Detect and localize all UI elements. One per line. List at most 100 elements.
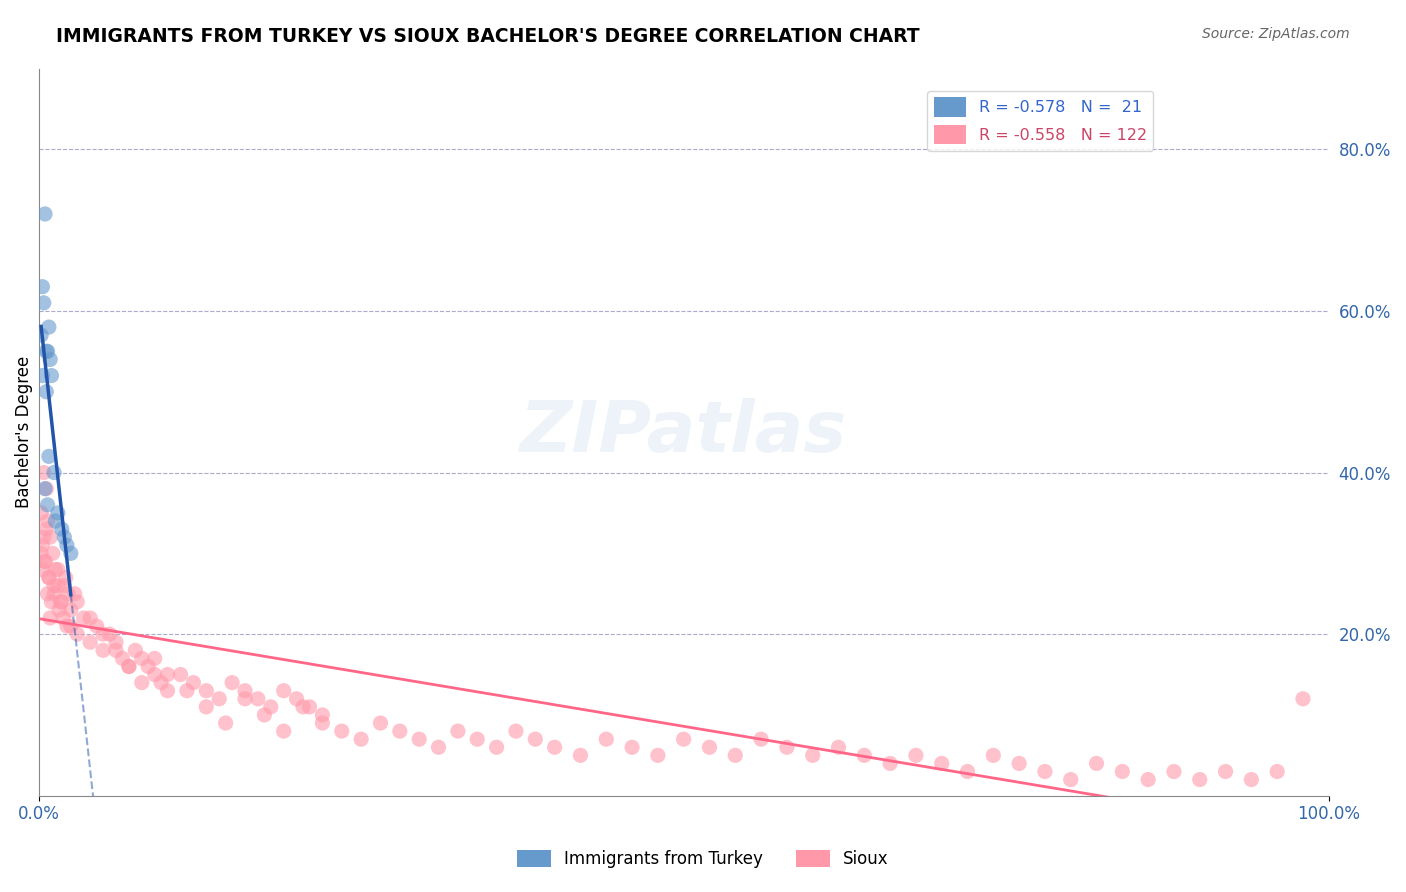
Point [35, 482, 58, 496]
Point [388, 724, 411, 739]
Point [169, 667, 191, 681]
Point [208, 691, 231, 706]
Point [253, 708, 276, 723]
Point [79, 611, 101, 625]
Point [330, 724, 353, 739]
Point [73, 611, 96, 625]
Point [543, 740, 565, 755]
Point [176, 683, 198, 698]
Point [273, 724, 295, 739]
Point [143, 651, 166, 665]
Point [131, 675, 153, 690]
Point [59, 546, 82, 560]
Point [904, 748, 927, 763]
Point [1033, 764, 1056, 779]
Point [647, 748, 669, 763]
Point [246, 691, 269, 706]
Point [214, 716, 236, 731]
Text: ZIPatlas: ZIPatlas [520, 398, 848, 467]
Point [104, 643, 127, 657]
Point [260, 699, 283, 714]
Point [370, 716, 392, 731]
Point [31, 562, 53, 576]
Point [34, 554, 56, 568]
Point [46, 579, 69, 593]
Point [408, 732, 430, 747]
Point [32, 466, 55, 480]
Point [34, 482, 56, 496]
Point [86, 619, 108, 633]
Point [195, 683, 218, 698]
Point [524, 732, 547, 747]
Point [956, 764, 979, 779]
Point [66, 595, 89, 609]
Point [1060, 772, 1083, 787]
Point [79, 635, 101, 649]
Point [38, 571, 60, 585]
Point [63, 587, 86, 601]
Point [233, 683, 256, 698]
Point [776, 740, 799, 755]
Point [447, 724, 470, 739]
Point [56, 619, 79, 633]
Point [124, 643, 146, 657]
Point [56, 538, 79, 552]
Point [273, 683, 295, 698]
Point [38, 571, 60, 585]
Point [52, 611, 75, 625]
Point [35, 384, 58, 399]
Point [724, 748, 747, 763]
Point [1163, 764, 1185, 779]
Point [51, 522, 73, 536]
Point [48, 603, 70, 617]
Point [66, 627, 89, 641]
Point [51, 595, 73, 609]
Point [672, 732, 695, 747]
Point [118, 659, 141, 673]
Point [183, 675, 205, 690]
Point [1008, 756, 1031, 771]
Point [35, 522, 58, 536]
Point [42, 546, 65, 560]
Point [31, 368, 53, 383]
Point [44, 562, 66, 576]
Point [749, 732, 772, 747]
Point [39, 611, 62, 625]
Point [350, 732, 373, 747]
Point [37, 344, 59, 359]
Point [42, 587, 65, 601]
Point [41, 368, 63, 383]
Point [32, 296, 55, 310]
Point [104, 635, 127, 649]
Point [853, 748, 876, 763]
Point [233, 691, 256, 706]
Point [34, 207, 56, 221]
Point [38, 320, 60, 334]
Point [699, 740, 721, 755]
Y-axis label: Bachelor's Degree: Bachelor's Degree [15, 356, 32, 508]
Point [801, 748, 824, 763]
Point [91, 643, 114, 657]
Point [595, 732, 617, 747]
Point [156, 667, 179, 681]
Point [569, 748, 592, 763]
Point [981, 748, 1004, 763]
Point [285, 691, 308, 706]
Point [1292, 691, 1315, 706]
Point [46, 506, 69, 520]
Point [118, 659, 141, 673]
Point [143, 667, 166, 681]
Point [31, 279, 53, 293]
Point [156, 683, 179, 698]
Text: IMMIGRANTS FROM TURKEY VS SIOUX BACHELOR'S DEGREE CORRELATION CHART: IMMIGRANTS FROM TURKEY VS SIOUX BACHELOR… [56, 27, 920, 45]
Point [91, 627, 114, 641]
Point [621, 740, 644, 755]
Point [59, 603, 82, 617]
Point [42, 466, 65, 480]
Point [30, 546, 52, 560]
Point [55, 571, 77, 585]
Point [39, 352, 62, 367]
Point [1240, 772, 1263, 787]
Point [827, 740, 849, 755]
Point [879, 756, 901, 771]
